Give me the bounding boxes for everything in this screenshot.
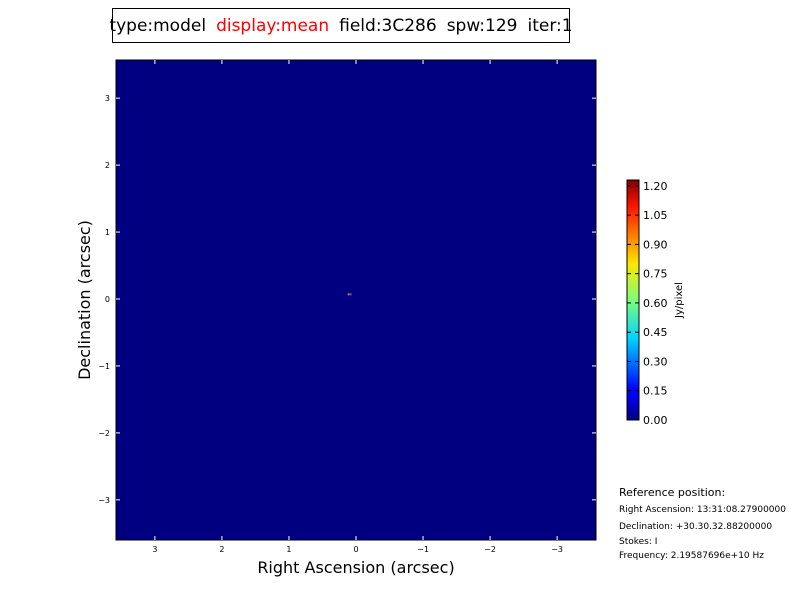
y-tick-label: 1	[105, 228, 110, 237]
y-tick-label: 2	[105, 161, 110, 170]
x-tick-label: 0	[353, 545, 358, 554]
colorbar	[626, 179, 640, 421]
x-axis-label: Right Ascension (arcsec)	[257, 558, 454, 577]
plot-title-box: type:model display:mean field:3C286 spw:…	[109, 8, 573, 43]
x-tick-label: 3	[152, 545, 157, 554]
y-tick-label: −2	[98, 429, 110, 438]
colorbar-tick-label: 0.75	[643, 268, 668, 281]
colorbar-tick-label: 0.90	[643, 238, 668, 251]
title-field: field:3C286	[339, 15, 437, 36]
reference-ra: Right Ascension: 13:31:08.27900000	[619, 505, 786, 515]
x-tick-label: −3	[551, 545, 563, 554]
x-tick-label: −1	[417, 545, 429, 554]
title-display: display:mean	[216, 15, 330, 36]
reference-dec: Declination: +30.30.32.88200000	[619, 522, 773, 532]
colorbar-tick-label: 0.00	[643, 414, 668, 427]
colorbar-tick-label: 0.45	[643, 326, 668, 339]
source-pixel	[349, 293, 352, 296]
y-tick-label: 3	[105, 94, 110, 103]
y-axis-label: Declination (arcsec)	[75, 220, 94, 380]
colorbar-tick-label: 0.15	[643, 385, 668, 398]
colorbar-tick-label: 1.20	[643, 180, 668, 193]
title-spw: spw:129	[446, 15, 518, 36]
image-area	[116, 60, 596, 540]
colorbar-tick-label: 1.05	[643, 209, 668, 222]
x-tick-label: −2	[484, 545, 496, 554]
title-iter: iter:1	[527, 15, 573, 36]
y-tick-label: −1	[98, 362, 110, 371]
source-pixel	[347, 293, 350, 296]
reference-frequency: Frequency: 2.19587696e+10 Hz	[619, 551, 765, 561]
colorbar-tick-label: 0.30	[643, 355, 668, 368]
y-tick-label: −3	[98, 496, 110, 505]
reference-stokes: Stokes: I	[619, 537, 658, 547]
title-type: type:model	[109, 15, 207, 36]
colorbar-tick-label: 0.60	[643, 297, 668, 310]
x-tick-label: 1	[286, 545, 291, 554]
y-tick-label: 0	[105, 295, 110, 304]
colorbar-label: Jy/pixel	[674, 282, 685, 319]
reference-heading: Reference position:	[619, 486, 726, 499]
x-tick-label: 2	[219, 545, 224, 554]
